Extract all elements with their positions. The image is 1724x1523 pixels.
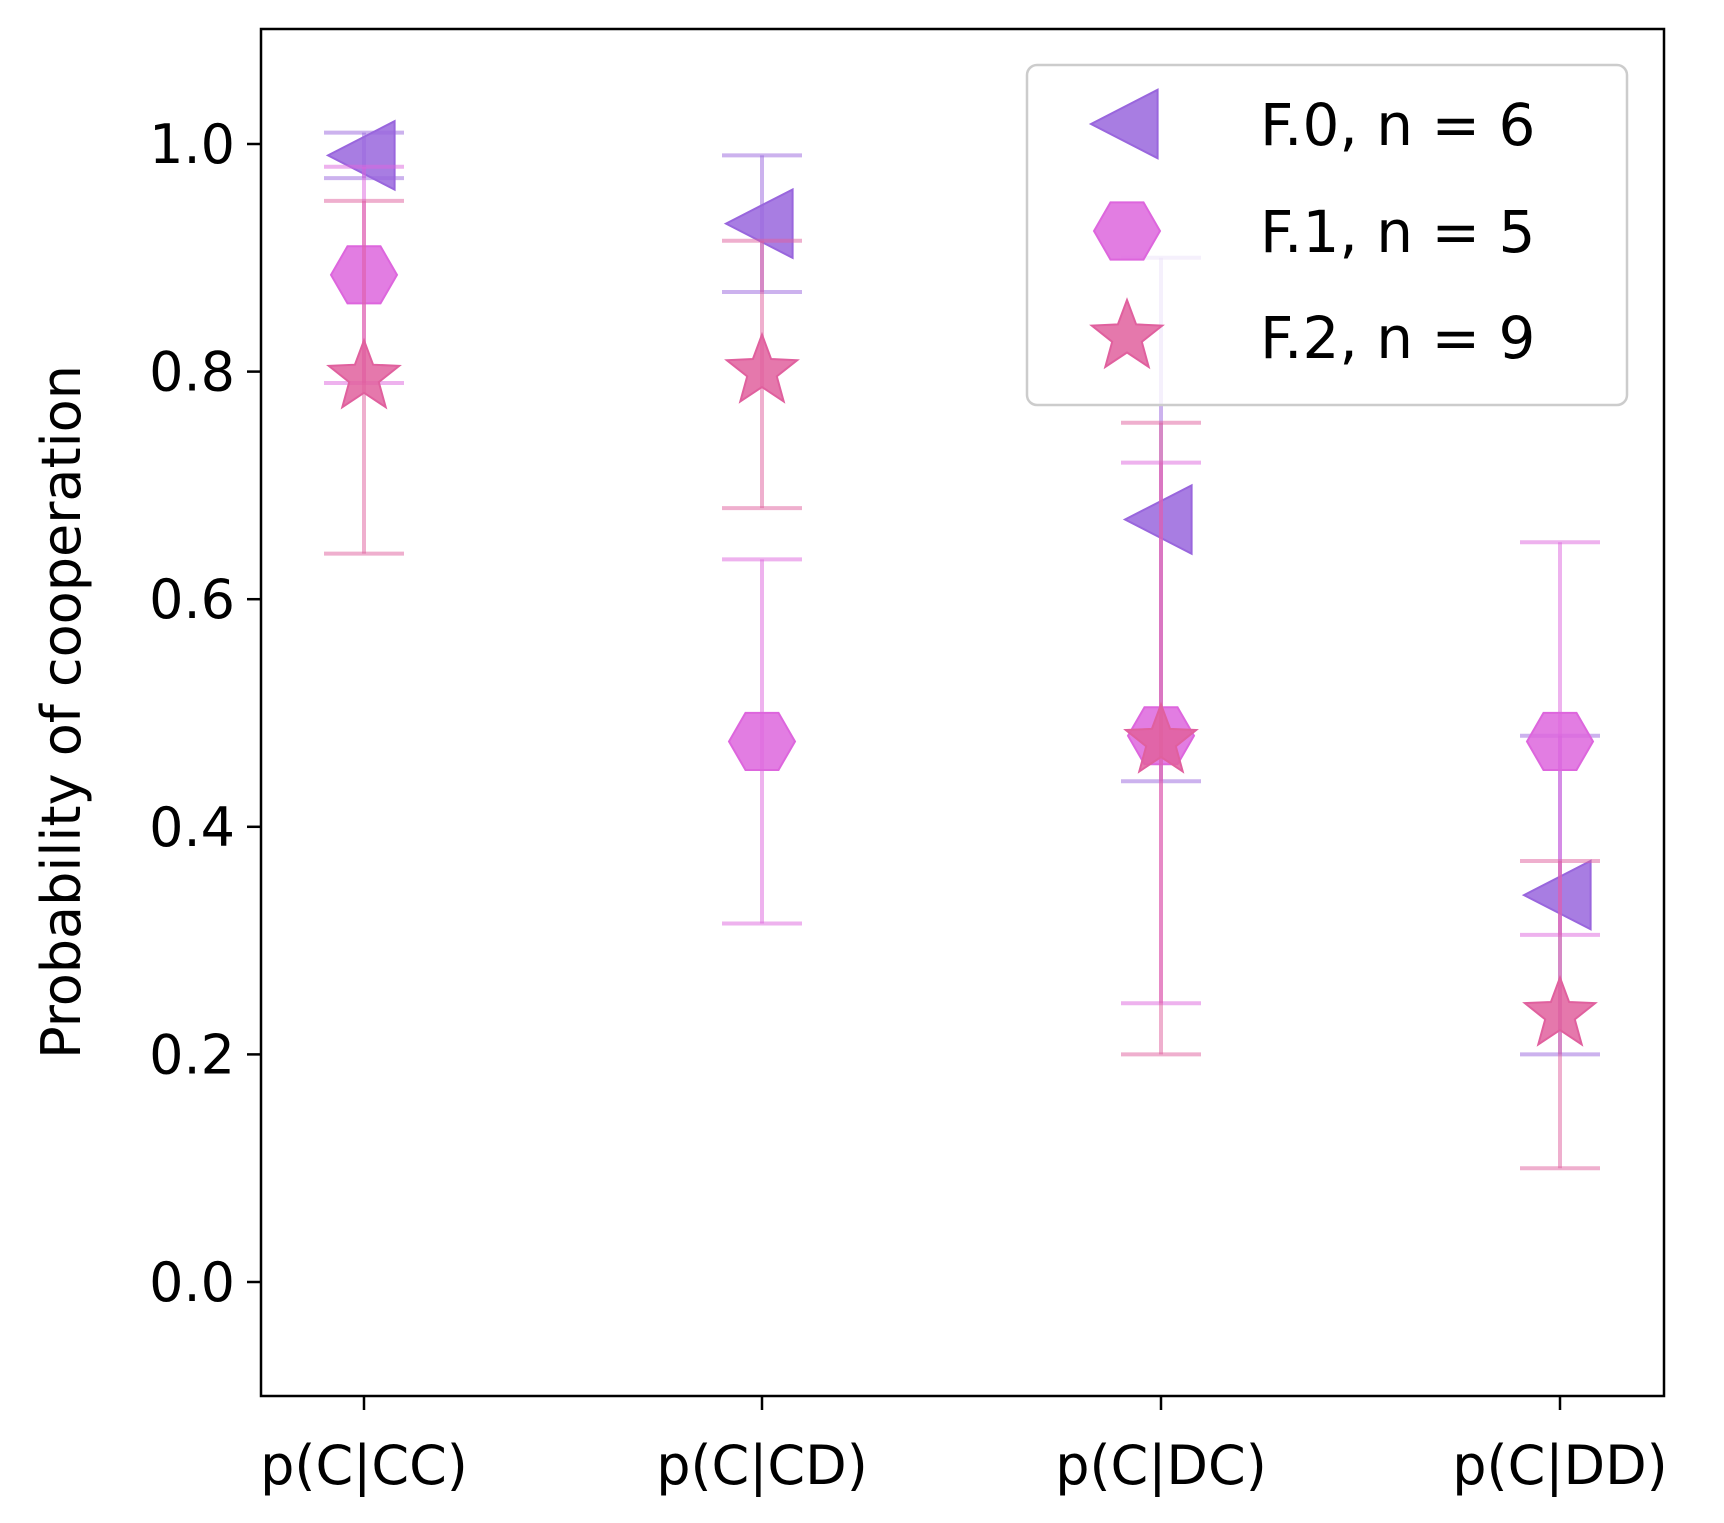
x-tick-label: p(C|DC) [1055,1434,1267,1497]
y-tick-label: 0.8 [149,341,235,404]
legend-label: F.2, n = 9 [1260,304,1535,372]
x-axis: p(C|CC) p(C|CD) p(C|DC) p(C|DD) [260,1396,1668,1497]
legend: F.0, n = 6 F.1, n = 5 F.2, n = 9 [1025,63,1629,407]
data-point [1525,711,1595,771]
x-tick-label: p(C|CD) [656,1434,868,1497]
data-point [326,337,402,410]
legend-box [1025,63,1629,407]
y-tick-label: 0.4 [149,796,235,859]
y-tick-label: 0.6 [149,568,235,631]
y-tick-label: 1.0 [149,113,235,176]
data-point [1522,974,1598,1047]
legend-label: F.0, n = 6 [1260,91,1535,159]
data-point [1521,859,1592,931]
y-axis: 0.0 0.2 0.4 0.6 0.8 1.0 [149,113,261,1314]
y-tick-label: 0.0 [149,1251,235,1314]
legend-label: F.1, n = 5 [1260,198,1535,266]
data-point [325,119,396,192]
legend-marker [1089,297,1165,370]
x-tick-label: p(C|DD) [1452,1434,1667,1497]
legend-marker [1092,201,1162,261]
y-axis-title: Probability of cooperation [30,365,93,1059]
data-point [724,331,800,404]
series-2 [324,198,1600,1171]
data-point [1123,701,1199,774]
y-tick-label: 0.2 [149,1023,235,1086]
data-point [727,711,797,771]
data-point [1122,483,1193,556]
x-tick-label: p(C|CC) [260,1434,468,1497]
legend-marker [1088,88,1159,160]
